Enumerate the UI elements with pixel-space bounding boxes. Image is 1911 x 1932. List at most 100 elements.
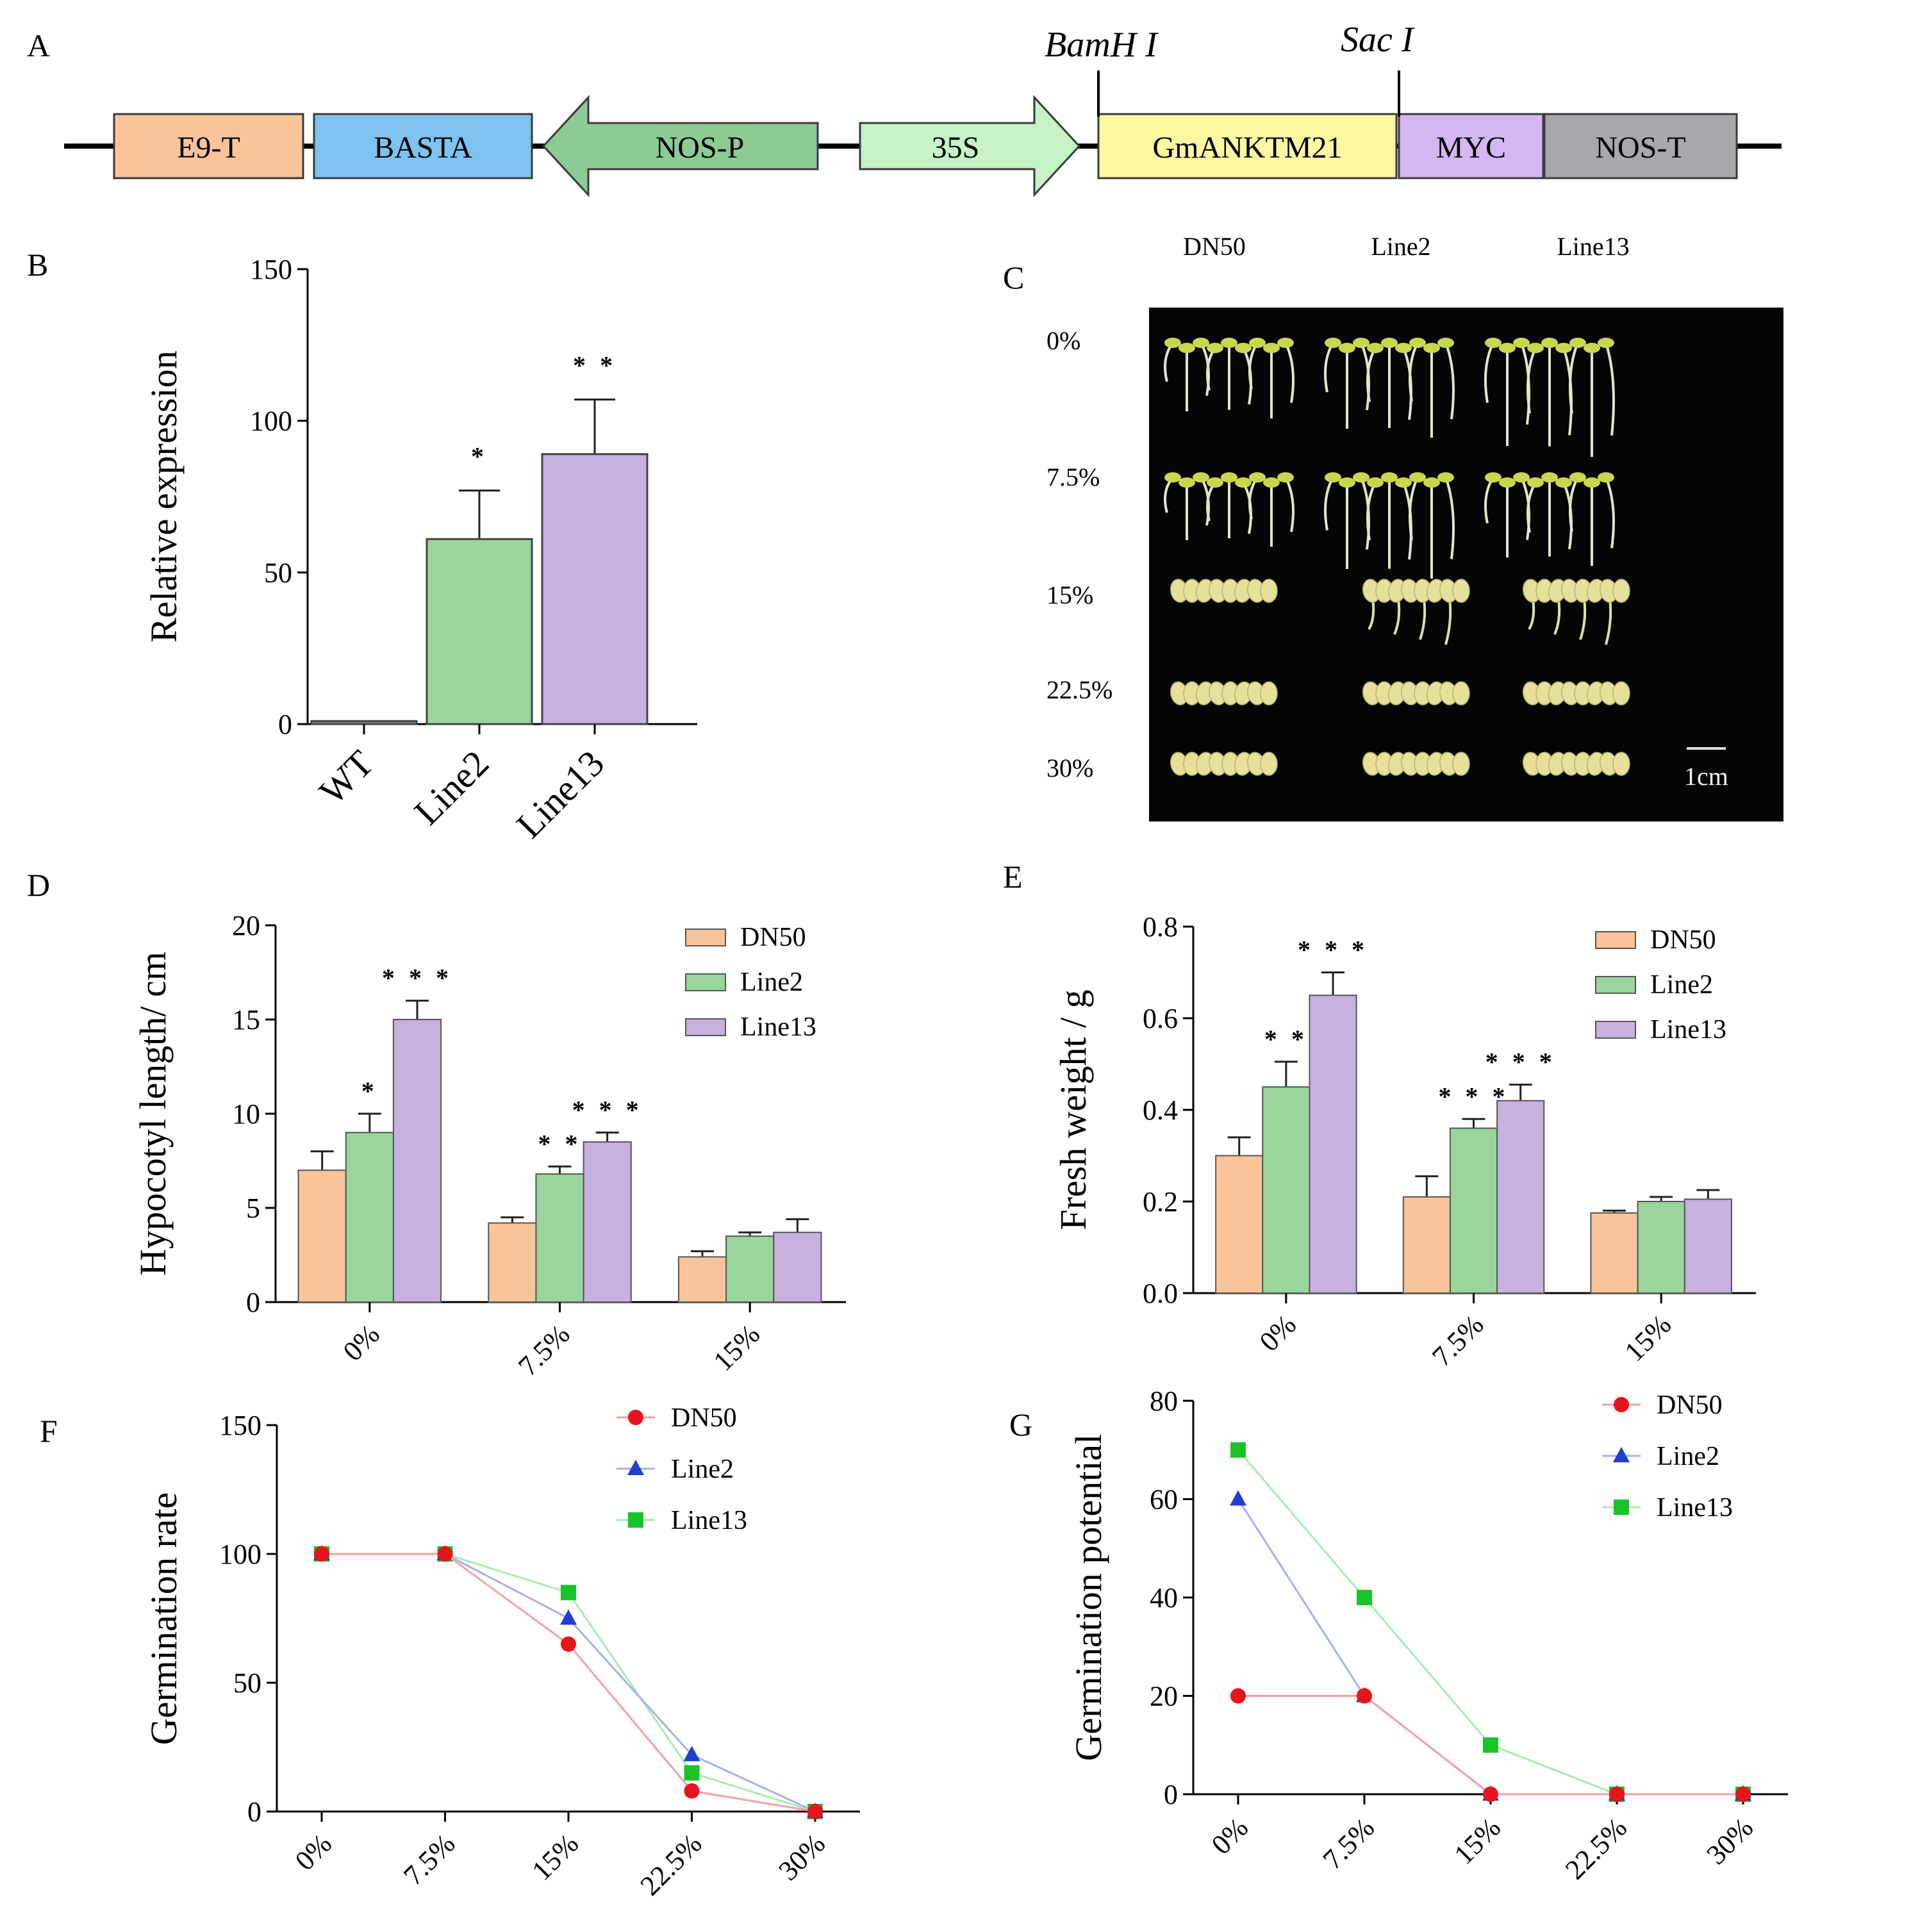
photo-row-label: 22.5% [1046,675,1113,704]
bar [1496,1100,1545,1294]
x-tick-label: 0% [289,1828,338,1876]
significance-label: * * [1264,1025,1308,1053]
x-tick-label: 7.5% [512,1318,575,1382]
bar [1402,1196,1451,1294]
legend-marker-triangle [627,1460,644,1475]
x-tick-label: 7.5% [1426,1309,1489,1372]
data-point-circle [807,1804,823,1819]
legend-marker-triangle [1613,1447,1630,1462]
x-tick-label: 15% [1448,1812,1507,1870]
data-point-circle [1483,1787,1498,1802]
bar [1309,995,1357,1294]
legend-label: Line13 [671,1506,747,1535]
x-tick-label: 0% [337,1318,386,1367]
construct-segment-myc [1398,113,1544,179]
legend-marker-circle [1614,1397,1629,1412]
y-tick-label: 0 [247,1796,261,1828]
y-tick-label: 0 [246,1287,260,1318]
data-point-circle [1357,1688,1372,1704]
y-tick-label: 0 [1164,1779,1178,1810]
x-tick-label: 7.5% [397,1828,461,1891]
bar [677,1256,727,1303]
significance-label: * * * [572,1095,643,1124]
legend-swatch [1595,931,1636,949]
construct-segment-label: NOS-T [1595,131,1685,165]
data-point-square [684,1765,700,1781]
photo-column-label: Line2 [1371,232,1430,261]
bar [583,1141,632,1303]
y-tick-label: 10 [232,1098,260,1130]
photo-row-label: 30% [1046,754,1093,782]
data-point-square [1230,1442,1246,1458]
x-tick-label: 0% [1205,1812,1254,1860]
data-point-triangle [683,1746,700,1762]
y-tick-label: 15 [232,1004,260,1036]
legend-marker-circle [628,1410,643,1425]
photo-row-label: 7.5% [1046,463,1100,491]
data-point-circle [1735,1787,1751,1802]
bar [541,453,649,725]
legend-marker-square [1614,1499,1629,1515]
bar [1684,1198,1732,1294]
data-point-circle [1230,1688,1246,1704]
significance-label: * * [573,351,616,380]
x-tick-label: 15% [707,1318,766,1377]
panel-letter-c: C [1003,260,1024,295]
data-point-triangle [560,1609,577,1625]
legend-swatch [685,1018,726,1036]
significance-label: * * * [1298,936,1368,964]
y-axis-label: Relative expression [143,351,185,643]
x-tick-label: 0% [1253,1309,1302,1357]
x-tick-label: 30% [772,1828,831,1887]
bar [1215,1155,1264,1294]
legend-marker-square [628,1512,643,1528]
vector-construct-diagram: E9-T BASTA NOS-P 35S GmANKTM21 MYC NOS-T BamH … [64,20,1782,197]
legend-label: DN50 [740,923,806,952]
photo-row-label: 0% [1046,326,1080,355]
y-tick-label: 0.2 [1143,1186,1178,1218]
legend-label: Line2 [671,1455,734,1484]
photo-column-label: DN50 [1183,232,1246,261]
construct-segment-label: NOS-P [656,131,745,165]
y-tick-label: 60 [1150,1484,1178,1515]
x-tick-label: 22.5% [1559,1812,1633,1885]
bar [345,1132,394,1303]
y-tick-label: 50 [264,557,292,588]
construct-segment-label: GmANKTM21 [1153,131,1343,165]
y-tick-label: 20 [232,910,260,941]
seedling-photo: DN50 Line2 Line13 0% 7.5% 15% 22.5% 30% … [1046,232,1783,822]
x-tick-label: Line2 [406,742,497,833]
construct-segment-nos-t [1543,113,1738,179]
construct-segment-label: BASTA [374,131,472,165]
y-axis-label: Germination potential [1068,1434,1109,1762]
bar [535,1173,584,1303]
significance-label: * * * [382,964,452,993]
chart-e: 0.0 0.2 0.4 0.6 0.8 Fresh weight / g * * * * * 0… [1052,911,1756,1373]
legend-label: DN50 [1650,925,1716,955]
y-tick-label: 20 [1150,1681,1178,1712]
construct-segment-basta [313,113,533,179]
x-tick-label: Line13 [508,742,612,846]
legend-label: DN50 [1657,1391,1723,1420]
significance-label: * * * [1485,1048,1556,1077]
legend-swatch [1595,976,1636,994]
bar [1637,1201,1685,1294]
y-tick-label: 5 [246,1193,260,1224]
y-tick-label: 40 [1150,1582,1178,1614]
x-tick-label: 15% [1619,1309,1678,1367]
bar [488,1222,537,1303]
bamhi-site-label: BamH I [1045,25,1159,65]
y-axis-label: Fresh weight / g [1052,989,1094,1230]
data-point-circle [1609,1787,1625,1802]
legend-label: Line13 [1650,1015,1726,1044]
y-tick-label: 150 [219,1410,261,1441]
y-tick-label: 50 [233,1667,261,1699]
x-tick-label: 30% [1700,1812,1759,1870]
x-tick-label: 15% [525,1828,584,1887]
y-tick-label: 80 [1150,1385,1178,1417]
chart-d: 0 5 10 15 20 Hypocotyl length/ cm * * * * 0% * * *… [132,910,846,1382]
panel-letter-b: B [27,247,48,283]
photo-column-label: Line13 [1557,232,1629,261]
x-tick-label: 22.5% [634,1828,708,1901]
data-point-circle [684,1783,700,1799]
